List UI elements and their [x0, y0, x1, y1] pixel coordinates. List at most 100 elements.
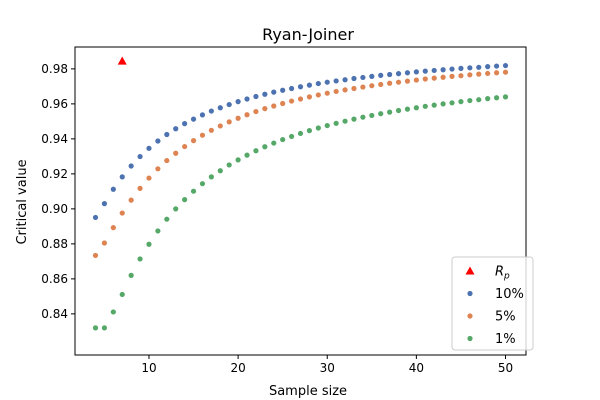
data-point [324, 122, 330, 129]
data-point [101, 325, 108, 331]
data-point [502, 69, 509, 75]
data-point [360, 114, 366, 120]
data-point [92, 252, 99, 259]
legend-marker-dot [467, 335, 473, 342]
y-tick-label: 0.94 [41, 132, 68, 146]
data-point [431, 67, 437, 74]
y-tick-label: 0.86 [41, 272, 68, 286]
legend-label-subscript: p [503, 272, 510, 282]
data-point [351, 85, 357, 92]
data-point [342, 118, 348, 124]
data-point [146, 175, 152, 181]
data-point [155, 228, 161, 234]
data-point [378, 72, 384, 78]
data-point [440, 74, 446, 80]
data-point [164, 131, 170, 138]
data-point [502, 94, 509, 100]
legend-marker-dot [467, 313, 473, 319]
y-axis-label: Critical value [15, 159, 30, 244]
data-point [467, 72, 473, 78]
legend-label: 10% [495, 287, 524, 302]
data-point [208, 108, 214, 114]
data-point [431, 75, 437, 81]
series-5% [92, 69, 509, 259]
data-point [146, 241, 152, 247]
data-point [413, 77, 419, 83]
data-point [485, 96, 491, 102]
data-point [440, 101, 446, 107]
data-point [164, 157, 170, 164]
data-point [333, 88, 339, 95]
data-point [110, 186, 116, 192]
data-point [404, 106, 411, 112]
data-point [458, 73, 464, 79]
y-tick-label: 0.90 [41, 202, 68, 216]
data-point [217, 105, 223, 111]
legend-marker-dot [467, 290, 473, 297]
data-point [253, 148, 259, 154]
data-point [360, 74, 366, 81]
data-point [235, 99, 241, 105]
data-point [395, 107, 402, 114]
rp-marker [117, 56, 127, 65]
data-point [253, 108, 259, 115]
data-point [395, 79, 402, 85]
data-point [119, 210, 125, 216]
plot-frame [74, 46, 527, 356]
data-point [333, 78, 339, 84]
data-point [226, 101, 232, 108]
data-point [485, 64, 491, 70]
data-point [262, 106, 268, 112]
data-point [288, 85, 295, 92]
data-point [164, 216, 170, 222]
data-point [199, 112, 206, 118]
data-point [476, 64, 482, 70]
data-point [110, 225, 116, 231]
series-1% [92, 94, 509, 331]
data-point [369, 73, 375, 79]
data-point [306, 94, 313, 100]
data-point [271, 140, 277, 146]
data-point [155, 166, 161, 172]
y-tick-label: 0.96 [41, 97, 68, 111]
series-10% [92, 62, 509, 221]
data-point [119, 174, 125, 180]
data-point [493, 95, 500, 101]
data-point [137, 153, 143, 160]
data-point [190, 138, 197, 144]
data-point [217, 123, 223, 129]
data-point [155, 138, 161, 144]
data-point [182, 197, 188, 203]
data-point [493, 70, 500, 76]
data-point [92, 325, 99, 331]
data-point [360, 84, 366, 90]
data-point [485, 70, 491, 77]
data-point [404, 70, 411, 76]
data-point [422, 68, 428, 74]
data-point [137, 256, 143, 262]
data-point [315, 80, 321, 87]
data-point [128, 163, 134, 169]
legend: Rp 10% 5% 1% [451, 256, 534, 351]
x-tick-label: 10 [141, 361, 156, 375]
chart-title: Ryan-Joiner [262, 25, 354, 44]
axis-ticks: 10 20 30 40 50 0.84 0.86 0.88 0.90 0.92 0.94 0.96 0.… [41, 62, 513, 375]
data-point [351, 116, 357, 122]
data-point [467, 97, 473, 104]
data-point [226, 119, 232, 125]
data-point [208, 174, 214, 180]
x-tick-label: 30 [320, 361, 335, 375]
data-point [342, 77, 348, 83]
data-point [395, 71, 402, 77]
data-point [378, 111, 384, 117]
data-point [199, 132, 206, 138]
data-point [422, 76, 428, 82]
data-point [476, 97, 482, 103]
data-point [387, 71, 393, 78]
data-point [217, 168, 223, 174]
data-point [226, 162, 232, 168]
data-point [244, 96, 250, 102]
legend-marker-triangle [465, 266, 475, 275]
